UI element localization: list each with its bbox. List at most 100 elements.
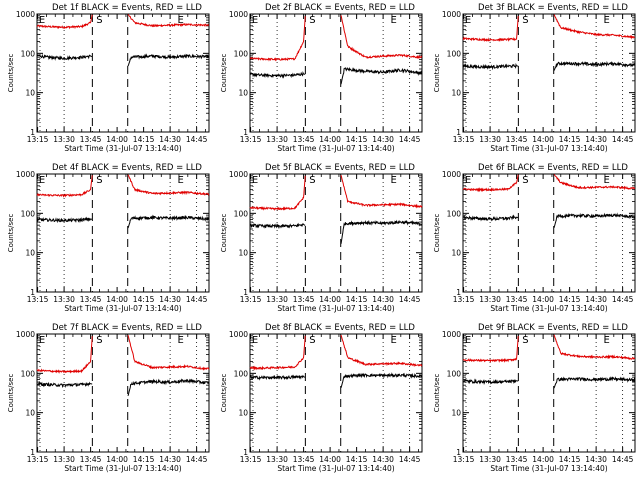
event-marker-label: E bbox=[178, 335, 184, 346]
x-tick-label: 14:15 bbox=[559, 295, 581, 304]
event-marker-label: S bbox=[96, 335, 102, 346]
event-marker-label: E bbox=[178, 175, 184, 186]
event-marker-label: S bbox=[522, 175, 528, 186]
x-tick-label: 13:30 bbox=[266, 455, 288, 464]
event-marker-label: E bbox=[465, 15, 471, 26]
x-axis-label: Start Time (31-Jul-07 13:14:40) bbox=[64, 304, 181, 313]
chart-panel-6: Det 6f BLACK = Events, RED = LLD 1 10 100 10… bbox=[433, 163, 636, 313]
chart-panel-8: Det 8f BLACK = Events, RED = LLD 1 10 100 10… bbox=[220, 323, 423, 473]
x-tick-label: 14:00 bbox=[532, 135, 554, 144]
x-tick-label: 13:30 bbox=[53, 135, 75, 144]
chart-title: Det 1f BLACK = Events, RED = LLD bbox=[52, 3, 202, 13]
y-tick-label: 10 bbox=[25, 249, 35, 258]
x-tick-label: 13:45 bbox=[293, 135, 315, 144]
x-tick-label: 14:00 bbox=[319, 135, 341, 144]
x-tick-label: 14:45 bbox=[612, 295, 634, 304]
y-tick-label: 1000 bbox=[16, 170, 35, 179]
x-tick-label: 14:30 bbox=[372, 295, 394, 304]
x-axis-label: Start Time (31-Jul-07 13:14:40) bbox=[490, 464, 607, 473]
series-line-events-pre bbox=[36, 216, 93, 224]
series-line-lld-post bbox=[553, 174, 636, 191]
x-axis-label: Start Time (31-Jul-07 13:14:40) bbox=[64, 144, 181, 153]
series-line-lld-pre bbox=[462, 335, 519, 363]
x-tick-label: 14:15 bbox=[346, 295, 368, 304]
series-line-lld-post bbox=[553, 14, 635, 40]
plot-frame bbox=[249, 333, 423, 453]
x-tick-label: 13:30 bbox=[266, 295, 288, 304]
chart-title: Det 4f BLACK = Events, RED = LLD bbox=[52, 163, 202, 173]
x-tick-label: 14:30 bbox=[372, 455, 394, 464]
event-marker-label: E bbox=[391, 15, 397, 26]
y-axis-label: Counts/sec bbox=[220, 214, 228, 253]
x-tick-label: 14:45 bbox=[186, 455, 208, 464]
x-tick-label: 14:45 bbox=[186, 295, 208, 304]
x-axis-label: Start Time (31-Jul-07 13:14:40) bbox=[277, 304, 394, 313]
x-axis-label: Start Time (31-Jul-07 13:14:40) bbox=[64, 464, 181, 473]
series-line-lld-pre bbox=[249, 335, 306, 371]
series-line-lld-post bbox=[127, 335, 210, 371]
plot-frame bbox=[249, 173, 423, 293]
chart-panel-7: Det 7f BLACK = Events, RED = LLD 1 10 100 10… bbox=[7, 323, 210, 473]
y-tick-label: 10 bbox=[451, 249, 461, 258]
series-line-events-pre bbox=[249, 222, 306, 229]
y-axis-label: Counts/sec bbox=[220, 374, 228, 413]
y-tick-label: 1000 bbox=[16, 10, 35, 19]
series-line-events-pre bbox=[36, 53, 93, 61]
series-line-events-post bbox=[127, 378, 210, 397]
x-tick-label: 14:15 bbox=[133, 135, 155, 144]
series-line-lld-post bbox=[127, 174, 210, 196]
x-tick-label: 13:45 bbox=[293, 295, 315, 304]
x-tick-label: 13:15 bbox=[453, 455, 475, 464]
y-tick-label: 10 bbox=[238, 409, 248, 418]
x-tick-label: 14:45 bbox=[399, 295, 421, 304]
event-marker-label: E bbox=[178, 15, 184, 26]
series-line-events-pre bbox=[249, 71, 306, 79]
event-marker-label: S bbox=[309, 175, 315, 186]
plot-frame bbox=[462, 173, 636, 293]
x-tick-label: 13:30 bbox=[479, 295, 501, 304]
plot-frame bbox=[36, 13, 210, 133]
x-tick-label: 13:45 bbox=[80, 135, 102, 144]
series-line-lld-post bbox=[340, 15, 423, 60]
y-axis-label: Counts/sec bbox=[433, 374, 441, 413]
x-tick-label: 14:15 bbox=[133, 455, 155, 464]
x-tick-label: 14:15 bbox=[559, 455, 581, 464]
y-tick-label: 100 bbox=[447, 369, 462, 378]
plot-frame bbox=[36, 173, 210, 293]
series-line-events-post bbox=[127, 53, 210, 67]
event-marker-label: E bbox=[465, 335, 471, 346]
x-tick-label: 14:00 bbox=[319, 455, 341, 464]
x-tick-label: 13:15 bbox=[27, 135, 49, 144]
series-line-lld-pre bbox=[36, 14, 93, 30]
series-line-events-pre bbox=[462, 214, 519, 222]
x-tick-label: 13:15 bbox=[453, 135, 475, 144]
plot-frame bbox=[462, 333, 636, 453]
x-tick-label: 13:15 bbox=[240, 455, 262, 464]
series-line-events-pre bbox=[36, 380, 93, 389]
event-marker-label: S bbox=[309, 15, 315, 26]
series-line-lld-pre bbox=[462, 174, 519, 193]
x-tick-label: 14:15 bbox=[559, 135, 581, 144]
chart-title: Det 5f BLACK = Events, RED = LLD bbox=[265, 163, 415, 173]
x-tick-label: 14:00 bbox=[532, 455, 554, 464]
x-tick-label: 14:30 bbox=[585, 295, 607, 304]
x-tick-label: 13:30 bbox=[53, 295, 75, 304]
chart-title: Det 8f BLACK = Events, RED = LLD bbox=[265, 323, 415, 333]
x-tick-label: 13:45 bbox=[506, 135, 528, 144]
x-tick-label: 13:45 bbox=[80, 295, 102, 304]
x-tick-label: 14:30 bbox=[372, 135, 394, 144]
y-tick-label: 100 bbox=[21, 369, 36, 378]
event-marker-label: E bbox=[252, 335, 258, 346]
series-line-lld-pre bbox=[249, 16, 306, 62]
y-tick-label: 1 bbox=[243, 128, 248, 137]
y-tick-label: 100 bbox=[234, 209, 249, 218]
series-line-events-post bbox=[340, 219, 422, 244]
x-tick-label: 14:45 bbox=[399, 135, 421, 144]
y-tick-label: 10 bbox=[238, 249, 248, 258]
series-line-lld-pre bbox=[36, 175, 93, 198]
x-tick-label: 14:00 bbox=[532, 295, 554, 304]
event-marker-label: S bbox=[522, 335, 528, 346]
event-marker-label: S bbox=[96, 175, 102, 186]
x-tick-label: 14:45 bbox=[612, 135, 634, 144]
